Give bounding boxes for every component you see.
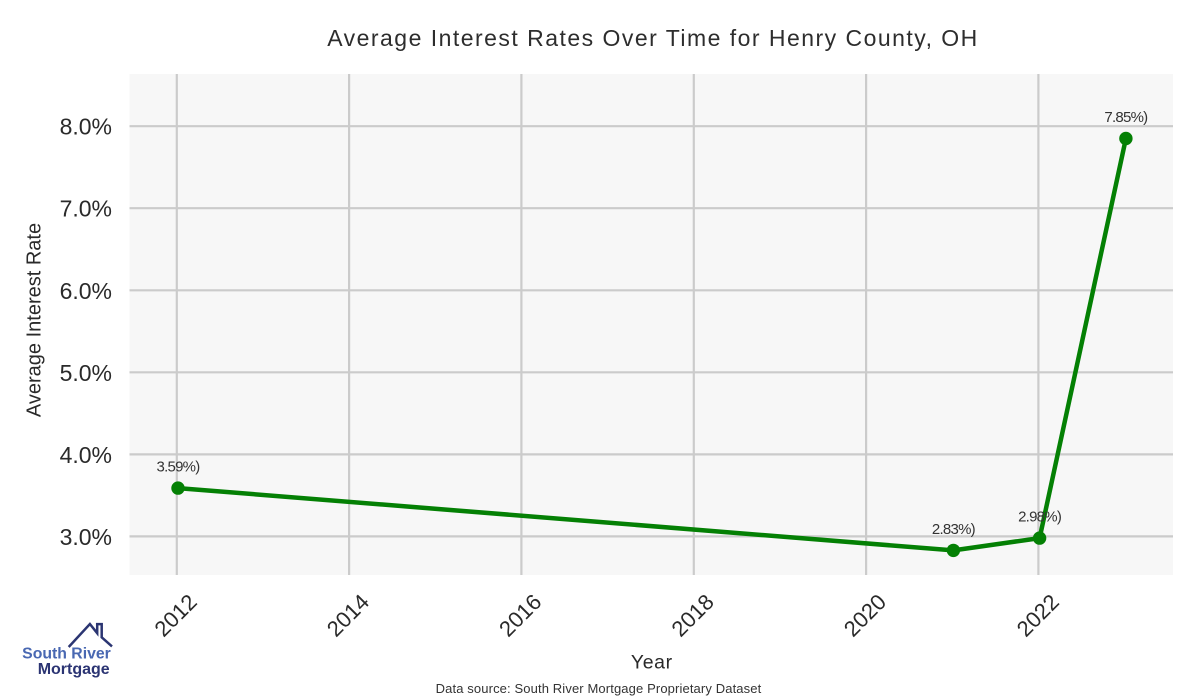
svg-text:Average Interest Rate: Average Interest Rate bbox=[24, 223, 46, 417]
svg-text:3.59%): 3.59%) bbox=[156, 459, 200, 476]
svg-text:Year: Year bbox=[631, 652, 673, 674]
svg-text:2022: 2022 bbox=[1012, 589, 1064, 641]
svg-text:5.0%: 5.0% bbox=[60, 360, 112, 386]
svg-text:Average Interest Rates Over Ti: Average Interest Rates Over Time for Hen… bbox=[327, 25, 979, 51]
svg-text:2018: 2018 bbox=[667, 589, 719, 641]
svg-text:2.98%): 2.98%) bbox=[1018, 509, 1062, 526]
svg-text:6.0%: 6.0% bbox=[60, 278, 112, 304]
svg-text:7.0%: 7.0% bbox=[60, 196, 112, 222]
svg-text:2014: 2014 bbox=[322, 589, 374, 641]
svg-text:4.0%: 4.0% bbox=[60, 442, 112, 468]
svg-text:7.85%): 7.85%) bbox=[1104, 109, 1148, 126]
svg-text:South River: South River bbox=[22, 645, 111, 662]
svg-text:Mortgage: Mortgage bbox=[38, 661, 110, 678]
svg-text:Data source: South River Mortg: Data source: South River Mortgage Propri… bbox=[436, 681, 762, 696]
svg-text:2012: 2012 bbox=[150, 589, 202, 641]
svg-text:2.83%): 2.83%) bbox=[932, 521, 976, 538]
svg-text:8.0%: 8.0% bbox=[60, 114, 112, 140]
svg-text:2020: 2020 bbox=[839, 589, 891, 641]
svg-text:2016: 2016 bbox=[494, 589, 546, 641]
svg-text:3.0%: 3.0% bbox=[60, 524, 112, 550]
